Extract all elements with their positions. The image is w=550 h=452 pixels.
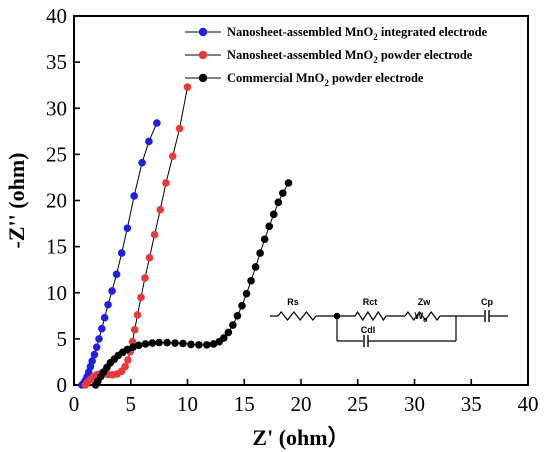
data-point: [256, 249, 264, 257]
y-tick-label: 0: [57, 373, 68, 397]
data-point: [112, 270, 121, 279]
circuit-label: Zw: [418, 297, 431, 307]
y-axis: 0 5 10 15 20 25 30 35 40: [46, 4, 80, 397]
x-tick-label: 15: [234, 392, 255, 416]
x-tick-label: 35: [461, 392, 482, 416]
data-point: [238, 301, 246, 310]
legend: Nanosheet-assembled MnO2 integrated elec…: [185, 25, 488, 88]
y-tick-label: 15: [46, 235, 67, 259]
y-tick-label: 10: [46, 281, 67, 305]
data-point: [133, 311, 142, 319]
x-axis-label: Z' (ohm）: [252, 425, 349, 450]
circuit-label: Rct: [363, 297, 378, 307]
data-point: [90, 350, 99, 359]
data-point: [134, 341, 143, 350]
y-tick-label: 35: [46, 50, 67, 74]
resistor-symbol: [354, 310, 387, 322]
data-point: [251, 263, 260, 271]
data-point: [269, 210, 278, 219]
data-point: [92, 343, 101, 351]
data-point: [138, 158, 146, 167]
data-point: [130, 192, 138, 200]
circuit-label: Cp: [481, 297, 493, 307]
data-point: [141, 340, 150, 348]
data-point: [137, 293, 145, 302]
data-point: [187, 340, 195, 349]
data-point: [145, 137, 153, 146]
data-point: [145, 253, 154, 262]
data-point: [162, 179, 170, 187]
x-tick-label: 30: [404, 392, 425, 416]
data-point: [163, 338, 171, 347]
data-point: [168, 152, 177, 161]
data-point: [233, 312, 242, 320]
data-point: [242, 289, 251, 298]
x-tick-label: 0: [69, 392, 80, 416]
data-point: [175, 124, 184, 133]
legend-marker: [198, 27, 208, 37]
y-tick-label: 30: [46, 96, 67, 120]
y-tick-label: 25: [46, 142, 67, 166]
data-point: [153, 119, 161, 127]
data-point: [108, 287, 116, 295]
equivalent-circuit-diagram: Rs Rct Zw Cp Cdl Wo: [270, 297, 508, 347]
series-group: [91, 179, 293, 389]
circuit-label: Rs: [287, 297, 299, 307]
data-point: [98, 324, 106, 333]
data-point: [183, 83, 192, 91]
data-point: [220, 334, 228, 342]
data-point: [195, 341, 203, 349]
data-point: [128, 337, 137, 346]
series-group: [78, 119, 161, 389]
y-tick-label: 5: [57, 327, 68, 351]
data-point: [155, 338, 163, 347]
circuit-label: Wo: [415, 311, 428, 324]
data-point: [123, 224, 132, 232]
legend-marker: [198, 73, 208, 83]
data-point: [279, 189, 287, 197]
data-point: [247, 276, 255, 285]
legend-entry-label: Nanosheet-assembled MnO2 powder electrod…: [227, 48, 473, 65]
x-tick-label: 20: [291, 392, 312, 416]
circuit-label: Cdl: [361, 325, 376, 335]
data-point: [130, 325, 139, 334]
data-point: [171, 339, 179, 347]
data-point: [274, 198, 283, 207]
resistor-symbol: [404, 310, 441, 322]
data-point: [265, 222, 274, 231]
resistor-symbol: [277, 311, 317, 321]
x-axis: 0 5 10 15 20 25 30 35 40: [69, 379, 539, 416]
data-point: [100, 313, 109, 322]
data-point: [284, 179, 293, 187]
data-point: [124, 356, 132, 364]
legend-entry-label: Commercial MnO2 powder electrode: [227, 71, 424, 88]
x-tick-label: 25: [347, 392, 368, 416]
data-point: [141, 274, 149, 282]
legend-marker: [198, 50, 208, 60]
y-tick-label: 20: [46, 189, 67, 213]
y-tick-label: 40: [46, 4, 67, 28]
data-point: [156, 205, 165, 214]
data-point: [95, 335, 103, 343]
data-point: [224, 328, 233, 337]
legend-entry-label: Nanosheet-assembled MnO2 integrated elec…: [227, 25, 488, 42]
data-point: [202, 341, 211, 349]
y-axis-label: -Z'' (ohm): [4, 153, 29, 249]
data-point: [121, 362, 129, 371]
data-point: [150, 230, 159, 239]
x-tick-label: 5: [126, 392, 137, 416]
data-point: [88, 357, 96, 365]
data-point: [148, 339, 157, 347]
x-tick-label: 10: [177, 392, 198, 416]
series-layer: [78, 83, 293, 389]
x-tick-label: 40: [518, 392, 539, 416]
data-point: [117, 249, 126, 257]
data-point: [104, 300, 112, 309]
data-point: [229, 321, 237, 329]
data-point: [260, 235, 269, 244]
data-point: [179, 339, 187, 348]
